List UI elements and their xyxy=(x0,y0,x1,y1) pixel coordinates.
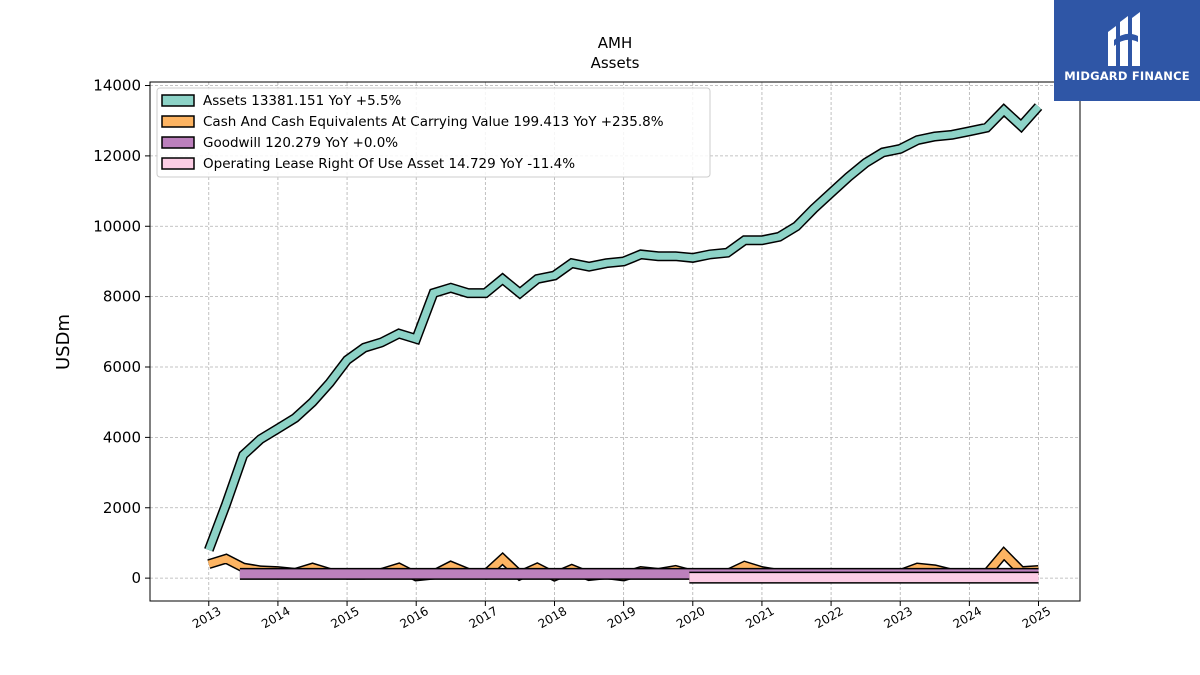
series-assets-line xyxy=(205,104,1042,552)
y-tick-label: 4000 xyxy=(103,428,141,446)
y-axis-label: USDm xyxy=(53,314,74,370)
chart-subtitle: Assets xyxy=(591,54,640,72)
legend: Assets 13381.151 YoY +5.5% Cash And Cash… xyxy=(156,87,711,178)
legend-swatch-assets xyxy=(161,94,195,107)
legend-swatch-cash xyxy=(161,115,195,128)
brand-logo: MIDGARD FINANCE xyxy=(1054,0,1200,101)
legend-label-assets: Assets 13381.151 YoY +5.5% xyxy=(203,93,402,109)
y-tick-label: 8000 xyxy=(103,288,141,306)
midgard-logo-icon xyxy=(1108,12,1140,66)
legend-box xyxy=(156,87,711,178)
legend-label-cash: Cash And Cash Equivalents At Carrying Va… xyxy=(203,114,664,130)
y-tick-label: 12000 xyxy=(93,147,141,165)
chart-title: AMH xyxy=(598,34,632,52)
y-tick-label: 10000 xyxy=(93,217,141,235)
plot-frame xyxy=(149,81,1081,602)
legend-swatch-goodwill xyxy=(161,136,195,149)
legend-label-goodwill: Goodwill 120.279 YoY +0.0% xyxy=(203,135,398,151)
legend-label-lease: Operating Lease Right Of Use Asset 14.72… xyxy=(203,156,575,172)
series-layer xyxy=(204,103,1043,584)
y-tick-label: 6000 xyxy=(103,358,141,376)
brand-name: MIDGARD FINANCE xyxy=(1064,69,1190,83)
y-tick-label: 2000 xyxy=(103,499,141,517)
y-tick-label: 0 xyxy=(131,569,141,587)
legend-swatch-lease xyxy=(161,157,195,170)
y-axis: 0 2000 4000 6000 8000 10000 12000 14000 xyxy=(93,77,150,587)
y-tick-label: 14000 xyxy=(93,77,141,95)
